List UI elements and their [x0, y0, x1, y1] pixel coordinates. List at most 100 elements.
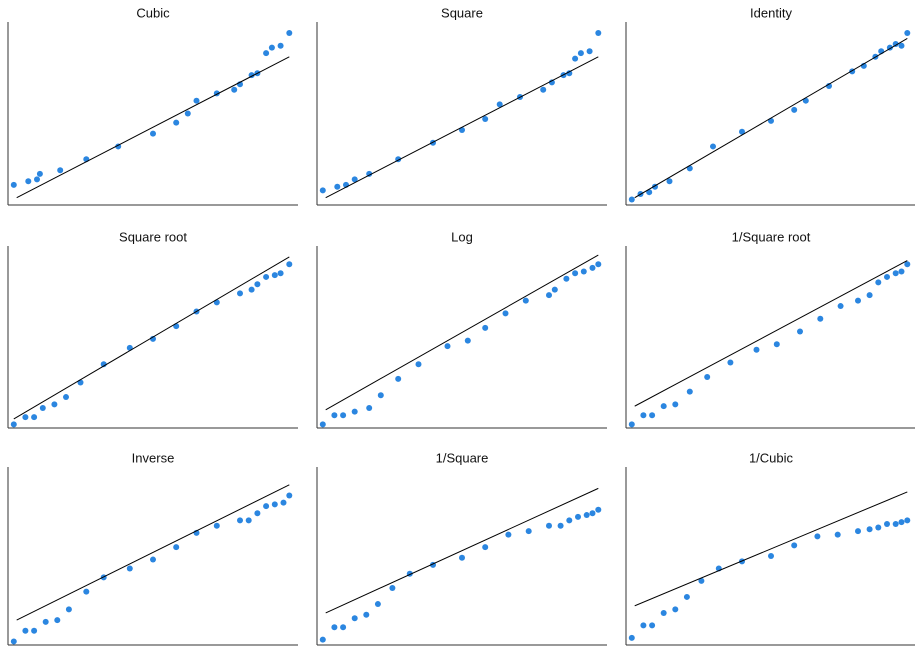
- point: [331, 624, 338, 631]
- point: [374, 601, 381, 608]
- point: [263, 273, 270, 280]
- point: [254, 510, 261, 517]
- point: [237, 517, 243, 524]
- point: [855, 528, 861, 535]
- reference-line: [13, 256, 290, 420]
- panel-title: Square: [441, 5, 483, 20]
- panel-title: 1/Cubic: [749, 450, 794, 465]
- reference-line: [325, 56, 599, 199]
- point: [319, 636, 326, 643]
- point: [814, 533, 821, 540]
- point: [286, 29, 293, 36]
- point: [884, 273, 890, 280]
- point: [595, 261, 602, 268]
- reference-line: [16, 484, 290, 621]
- point: [319, 421, 326, 428]
- point: [892, 520, 899, 527]
- point: [10, 181, 17, 188]
- point: [263, 50, 270, 57]
- point: [213, 522, 220, 529]
- point: [277, 42, 284, 49]
- point: [546, 522, 552, 529]
- point: [898, 519, 905, 526]
- point: [649, 622, 656, 629]
- point: [150, 335, 156, 342]
- point: [496, 101, 503, 108]
- point: [704, 374, 711, 381]
- point: [464, 337, 471, 344]
- point: [271, 501, 278, 508]
- point: [892, 270, 899, 277]
- point: [280, 499, 287, 506]
- point: [415, 361, 422, 368]
- point: [54, 617, 61, 624]
- point: [548, 79, 555, 86]
- point: [904, 517, 911, 524]
- point: [351, 615, 358, 622]
- point: [892, 40, 899, 47]
- point: [245, 517, 252, 524]
- point: [628, 421, 635, 428]
- point: [686, 388, 693, 395]
- point: [389, 585, 396, 592]
- point: [791, 106, 798, 113]
- point: [351, 176, 358, 183]
- point: [580, 268, 587, 275]
- point: [589, 510, 596, 517]
- point: [505, 531, 512, 538]
- point: [660, 609, 667, 616]
- point: [660, 403, 667, 410]
- point: [63, 394, 69, 401]
- point: [286, 492, 293, 499]
- point: [126, 565, 133, 572]
- point: [739, 128, 745, 135]
- panel-title: 1/Square: [436, 450, 489, 465]
- point: [331, 412, 338, 419]
- point: [572, 55, 579, 62]
- point: [586, 48, 593, 55]
- point: [459, 554, 465, 561]
- point: [31, 414, 38, 421]
- point: [31, 627, 38, 634]
- point: [566, 517, 573, 524]
- point: [768, 553, 774, 559]
- point: [589, 264, 596, 271]
- point: [502, 310, 509, 317]
- point: [271, 272, 278, 279]
- point: [231, 86, 238, 93]
- point: [150, 130, 156, 137]
- point: [334, 183, 341, 190]
- point: [855, 297, 861, 304]
- point: [65, 606, 72, 613]
- point: [557, 522, 564, 529]
- point: [710, 143, 716, 150]
- point: [672, 606, 679, 613]
- point: [727, 359, 734, 366]
- point: [237, 290, 243, 297]
- point: [540, 86, 547, 93]
- point: [834, 531, 841, 538]
- panel-title: Inverse: [132, 450, 175, 465]
- point: [572, 270, 579, 277]
- point: [672, 401, 679, 408]
- point: [866, 292, 873, 299]
- point: [875, 279, 882, 286]
- point: [595, 506, 602, 513]
- panel-title: Identity: [750, 5, 792, 20]
- point: [100, 361, 107, 368]
- point: [10, 638, 17, 645]
- point: [817, 315, 824, 322]
- reference-line: [634, 491, 908, 607]
- point: [248, 286, 255, 293]
- point: [525, 528, 532, 535]
- point: [904, 261, 911, 268]
- reference-line: [634, 260, 908, 407]
- point: [57, 167, 64, 174]
- point: [551, 286, 558, 293]
- point: [482, 324, 489, 331]
- panel-title: Log: [451, 229, 473, 244]
- point: [340, 412, 347, 419]
- reference-line: [325, 487, 599, 614]
- point: [363, 611, 370, 618]
